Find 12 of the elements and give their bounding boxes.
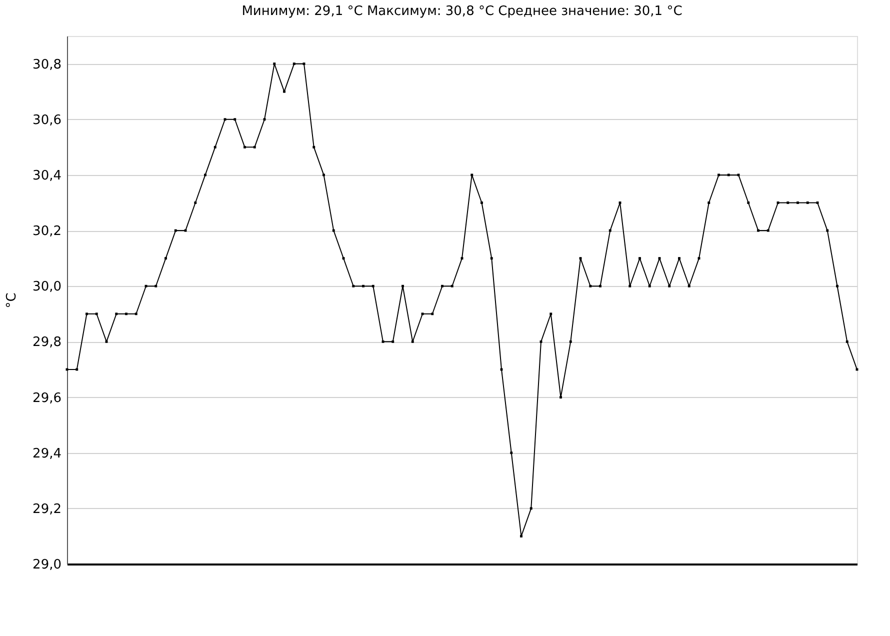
y-tick-label: 30,6	[32, 112, 62, 128]
y-tick-label: 29,4	[32, 446, 62, 462]
y-tick-label: 30,2	[32, 224, 62, 240]
y-tick-label: 30,8	[32, 57, 62, 72]
y-tick-label: 30,4	[32, 168, 62, 184]
y-tick-label: 29,2	[32, 502, 62, 517]
chart-title: Минимум: 29,1 °C Максимум: 30,8 °C Среднее значение: 30,1 °C	[242, 4, 682, 19]
y-tick-label: 29,8	[32, 335, 62, 350]
y-tick-label: 29,6	[32, 390, 62, 406]
y-tick-label: 29,0	[32, 558, 62, 572]
y-tick-label: 30,0	[32, 280, 62, 295]
y-axis-title: °C	[4, 292, 20, 308]
